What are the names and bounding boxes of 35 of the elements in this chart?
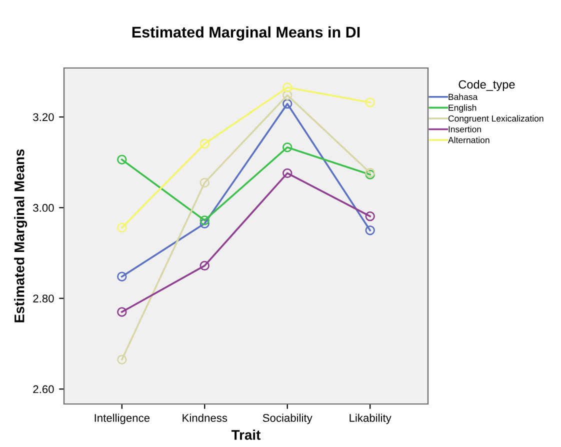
point: [200, 260, 210, 271]
point: [200, 218, 210, 228]
y-axis-title: Estimated Marginal Means: [14, 149, 28, 322]
point: [282, 168, 292, 178]
point: [282, 82, 292, 92]
point: [117, 154, 127, 164]
legend-label: Insertion: [448, 126, 481, 132]
legend-title: Code_type: [458, 80, 515, 91]
x-tick-label: Sociability: [262, 414, 312, 424]
point: [200, 178, 210, 188]
point: [282, 90, 292, 100]
legend-label: Bahasa: [448, 94, 478, 100]
point: [117, 222, 127, 232]
point: [117, 272, 127, 282]
point: [282, 142, 292, 152]
point: [365, 98, 375, 108]
point: [117, 307, 127, 317]
y-tick-label: 3.20: [33, 113, 54, 122]
chart-title: Estimated Marginal Means in DI: [132, 26, 360, 41]
point: [282, 98, 292, 109]
x-axis-title: Trait: [231, 430, 260, 440]
legend-label: Alternation: [448, 136, 490, 144]
point: [117, 354, 127, 364]
y-tick-label: 3.00: [33, 204, 54, 212]
legend-label: English: [448, 104, 476, 113]
x-tick-label: Intelligence: [94, 414, 150, 424]
point: [200, 138, 210, 149]
point: [365, 211, 375, 222]
y-tick-label: 2.60: [33, 385, 54, 394]
x-tick-label: Likability: [350, 414, 392, 424]
legend-label: Congruent Lexicalization: [448, 115, 544, 124]
point: [365, 225, 375, 236]
y-tick-label: 2.80: [33, 294, 54, 302]
x-tick-label: Kindness: [182, 414, 228, 422]
point: [200, 215, 210, 226]
